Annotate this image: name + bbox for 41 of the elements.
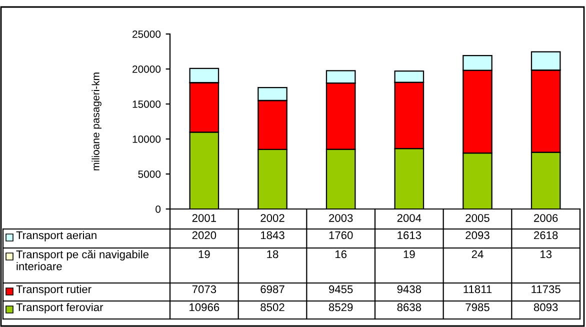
x-tick-label: 2006 bbox=[534, 214, 558, 222]
data-label: 2093 bbox=[466, 231, 490, 240]
data-label: 7073 bbox=[192, 285, 216, 294]
data-label: 18 bbox=[267, 250, 278, 258]
x-tick-label: 2002 bbox=[260, 214, 284, 222]
data-label: 24 bbox=[472, 250, 484, 258]
y-tick-label: 20000 bbox=[132, 66, 161, 73]
data-label: 1760 bbox=[329, 231, 353, 240]
data-label: 10966 bbox=[190, 303, 220, 312]
data-label: 16 bbox=[336, 250, 347, 258]
data-label: 19 bbox=[404, 250, 415, 258]
data-label: 11735 bbox=[532, 285, 560, 294]
data-label: 7985 bbox=[466, 303, 490, 312]
legend-label: Transport aerian bbox=[16, 231, 96, 242]
y-tick-label: 25000 bbox=[132, 30, 161, 38]
data-label: 1843 bbox=[260, 231, 284, 240]
data-label: 8638 bbox=[397, 303, 422, 312]
y-tick-label: 10000 bbox=[132, 136, 161, 143]
data-label: 6987 bbox=[260, 285, 284, 294]
data-label: 8093 bbox=[534, 303, 558, 312]
data-label: 11811 bbox=[464, 285, 492, 294]
y-tick-label: 0 bbox=[156, 206, 161, 213]
y-tick-label: 5000 bbox=[138, 170, 161, 178]
data-label: 8502 bbox=[260, 303, 284, 312]
legend-label: Transport pe căi navigabile interioare bbox=[16, 250, 148, 270]
legend-label: Transport rutier bbox=[16, 285, 92, 296]
data-label: 2020 bbox=[192, 231, 216, 240]
data-label: 13 bbox=[540, 250, 552, 258]
y-tick-label: 15000 bbox=[132, 100, 161, 108]
x-tick-label: 2001 bbox=[192, 214, 216, 222]
x-tick-label: 2004 bbox=[397, 214, 422, 222]
data-label: 9438 bbox=[397, 285, 422, 294]
data-label: 19 bbox=[198, 250, 210, 258]
x-tick-label: 2003 bbox=[329, 214, 353, 222]
data-label: 8529 bbox=[328, 303, 353, 312]
x-tick-label: 2005 bbox=[466, 214, 490, 222]
data-label: 1613 bbox=[398, 231, 422, 240]
data-label: 2618 bbox=[534, 231, 558, 240]
data-label: 9455 bbox=[328, 285, 353, 294]
legend-label: Transport feroviar bbox=[16, 303, 104, 314]
y-axis-title: milioane pasageri-km bbox=[92, 72, 102, 170]
